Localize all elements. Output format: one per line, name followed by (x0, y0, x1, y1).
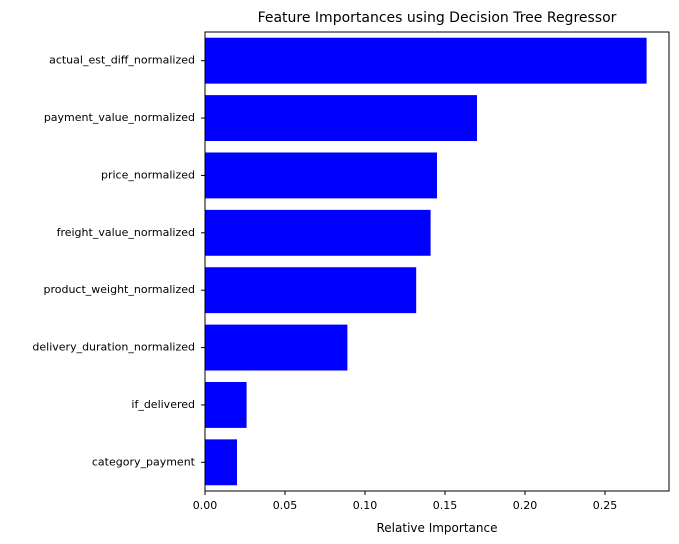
x-tick-label: 0.15 (433, 499, 458, 512)
x-tick-label: 0.10 (353, 499, 378, 512)
x-axis-ticks: 0.00 0.05 0.10 0.15 0.20 0.25 (193, 491, 618, 512)
bar-category_payment (205, 439, 237, 486)
bar-price_normalized (205, 152, 437, 199)
bar-product_weight_normalized (205, 267, 417, 314)
y-tick-label: category_payment (92, 455, 196, 468)
y-axis-ticks: actual_est_diff_normalized payment_value_… (32, 54, 205, 468)
y-tick-label: freight_value_normalized (57, 226, 195, 239)
y-tick-label: product_weight_normalized (43, 283, 195, 296)
y-tick-label: if_delivered (131, 398, 195, 411)
bar-freight_value_normalized (205, 209, 431, 256)
x-tick-label: 0.05 (273, 499, 298, 512)
bar-actual_est_diff_normalized (205, 37, 647, 84)
bar-payment_value_normalized (205, 95, 477, 142)
chart-title: Feature Importances using Decision Tree … (258, 10, 617, 26)
y-tick-label: payment_value_normalized (44, 111, 195, 124)
bar-delivery_duration_normalized (205, 324, 348, 371)
plot-frame (204, 31, 670, 492)
bars-group (205, 37, 647, 486)
x-tick-label: 0.25 (593, 499, 618, 512)
y-tick-label: price_normalized (101, 168, 195, 181)
y-tick-label: delivery_duration_normalized (32, 341, 195, 354)
x-tick-label: 0.00 (193, 499, 218, 512)
bar-if_delivered (205, 381, 247, 428)
x-tick-label: 0.20 (513, 499, 538, 512)
x-axis-label: Relative Importance (377, 521, 498, 535)
y-tick-label: actual_est_diff_normalized (49, 54, 195, 67)
